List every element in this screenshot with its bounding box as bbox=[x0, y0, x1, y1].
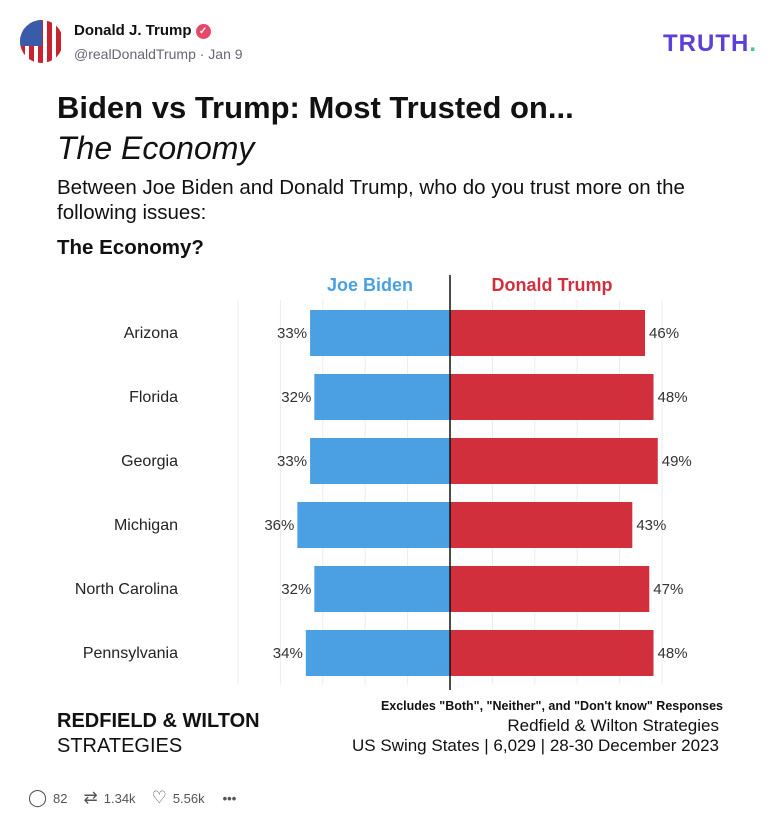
value-label-biden: 32% bbox=[281, 389, 311, 406]
chart-note: Excludes "Both", "Neither", and "Don't k… bbox=[380, 699, 723, 713]
chart-question: Between Joe Biden and Donald Trump, who … bbox=[57, 176, 685, 224]
avatar[interactable] bbox=[20, 20, 63, 63]
value-label-biden: 36% bbox=[264, 517, 294, 534]
brand-line2: STRATEGIES bbox=[57, 735, 183, 757]
value-label-biden: 33% bbox=[277, 325, 307, 342]
bar-biden bbox=[310, 438, 450, 484]
chart-source: Redfield & Wilton Strategies bbox=[507, 716, 719, 735]
repost-count: 1.34k bbox=[103, 790, 136, 806]
verified-badge-icon: ✓ bbox=[195, 24, 211, 39]
value-label-biden: 33% bbox=[277, 453, 307, 470]
bar-trump bbox=[450, 630, 654, 676]
reply-count: 82 bbox=[53, 790, 68, 806]
chart-details: US Swing States | 6,029 | 28-30 December… bbox=[352, 736, 719, 755]
repost-icon[interactable]: ⇄ bbox=[83, 788, 98, 807]
chart-subtitle: The Economy bbox=[57, 130, 255, 166]
bar-trump bbox=[450, 502, 633, 548]
chart-topic: The Economy? bbox=[57, 236, 204, 259]
brand-line1: REDFIELD & WILTON bbox=[57, 710, 260, 732]
state-label: Florida bbox=[129, 389, 178, 406]
bar-biden bbox=[310, 310, 450, 356]
chart-title: Biden vs Trump: Most Trusted on... bbox=[57, 90, 574, 125]
value-label-trump: 47% bbox=[653, 581, 683, 598]
value-label-trump: 48% bbox=[658, 389, 688, 406]
bar-trump bbox=[450, 310, 646, 356]
value-label-trump: 49% bbox=[662, 453, 692, 470]
chart: Joe Biden Donald Trump Arizona 33% 46% Florid… bbox=[75, 275, 692, 690]
post-actions: ◯ 82 ⇄ 1.34k ♡ 5.56k ••• bbox=[28, 788, 236, 808]
truth-logo[interactable]: TRUTH. bbox=[663, 30, 757, 57]
bar-biden bbox=[305, 630, 450, 676]
bar-trump bbox=[450, 374, 654, 420]
bar-trump bbox=[450, 438, 658, 484]
legend-trump: Donald Trump bbox=[492, 275, 613, 295]
value-label-trump: 46% bbox=[649, 325, 679, 342]
value-label-trump: 48% bbox=[658, 645, 688, 662]
value-label-biden: 32% bbox=[281, 581, 311, 598]
value-label-trump: 43% bbox=[636, 517, 666, 534]
bar-biden bbox=[297, 502, 450, 548]
state-label: North Carolina bbox=[75, 581, 178, 598]
author-handle: @realDonaldTrump · Jan 9 bbox=[74, 46, 243, 62]
like-icon[interactable]: ♡ bbox=[151, 788, 167, 807]
like-count: 5.56k bbox=[172, 790, 205, 806]
legend-biden: Joe Biden bbox=[327, 275, 413, 295]
more-options-button[interactable]: ••• bbox=[222, 790, 237, 806]
bar-biden bbox=[314, 374, 450, 420]
value-label-biden: 34% bbox=[273, 645, 303, 662]
state-label: Georgia bbox=[121, 453, 178, 470]
state-label: Michigan bbox=[114, 517, 178, 534]
state-label: Pennsylvania bbox=[83, 645, 178, 662]
bar-biden bbox=[314, 566, 450, 612]
reply-icon[interactable]: ◯ bbox=[28, 788, 48, 807]
bar-trump bbox=[450, 566, 650, 612]
author-name[interactable]: Donald J. Trump ✓ bbox=[74, 22, 211, 39]
state-label: Arizona bbox=[124, 325, 178, 342]
